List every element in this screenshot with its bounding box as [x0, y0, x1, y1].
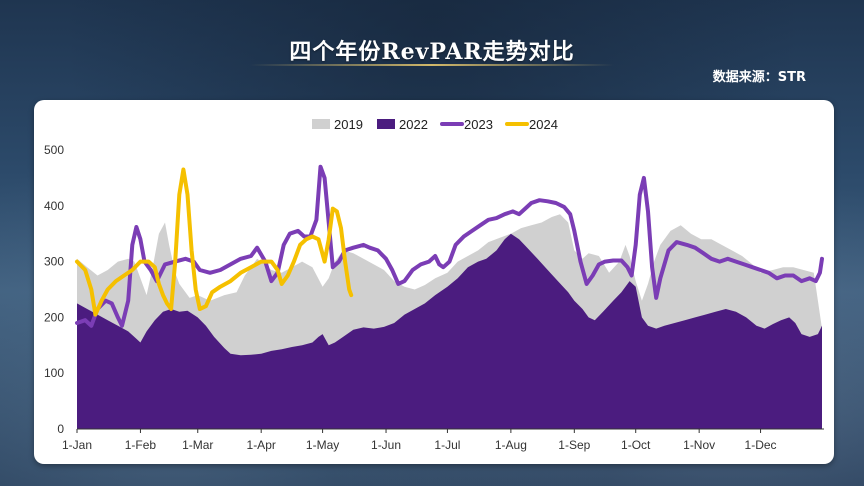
y-tick-label: 0: [57, 422, 64, 436]
y-tick-label: 100: [44, 366, 64, 380]
page-title: 四个年份RevPAR走势对比: [289, 39, 575, 65]
x-tick-label: 1-Mar: [182, 438, 213, 452]
title-underline: [250, 64, 614, 66]
legend-swatch-2019: [312, 119, 330, 129]
x-tick-label: 1-Jan: [62, 438, 92, 452]
y-tick-label: 400: [44, 199, 64, 213]
x-tick-label: 1-Jul: [434, 438, 460, 452]
series-area-2022: [77, 233, 822, 429]
y-tick-label: 300: [44, 255, 64, 269]
x-tick-label: 1-Sep: [558, 438, 590, 452]
legend-label-2019: 2019: [334, 117, 363, 132]
legend-label-2022: 2022: [399, 117, 428, 132]
x-tick-label: 1-Oct: [621, 438, 651, 452]
x-tick-label: 1-Apr: [247, 438, 276, 452]
revpar-chart: 0 100 200 300 400 500 1-Jan 1-Feb 1-Mar 1-Apr 1-Ma…: [44, 117, 824, 452]
x-tick-label: 1-Aug: [495, 438, 527, 452]
data-source-label: 数据来源：STR: [712, 70, 806, 85]
x-tick-label: 1-May: [306, 438, 339, 452]
x-tick-label: 1-Jun: [371, 438, 401, 452]
y-tick-label: 200: [44, 310, 64, 324]
chart-panel: 0 100 200 300 400 500 1-Jan 1-Feb 1-Mar 1-Apr 1-Ma…: [34, 100, 834, 464]
x-tick-label: 1-Dec: [745, 438, 777, 452]
x-tick-label: 1-Nov: [683, 438, 715, 452]
legend-label-2024: 2024: [529, 117, 558, 132]
legend-swatch-2022: [377, 119, 395, 129]
legend-label-2023: 2023: [464, 117, 493, 132]
x-tick-label: 1-Feb: [125, 438, 157, 452]
y-tick-label: 500: [44, 143, 64, 157]
series-line-2024: [75, 167, 354, 317]
